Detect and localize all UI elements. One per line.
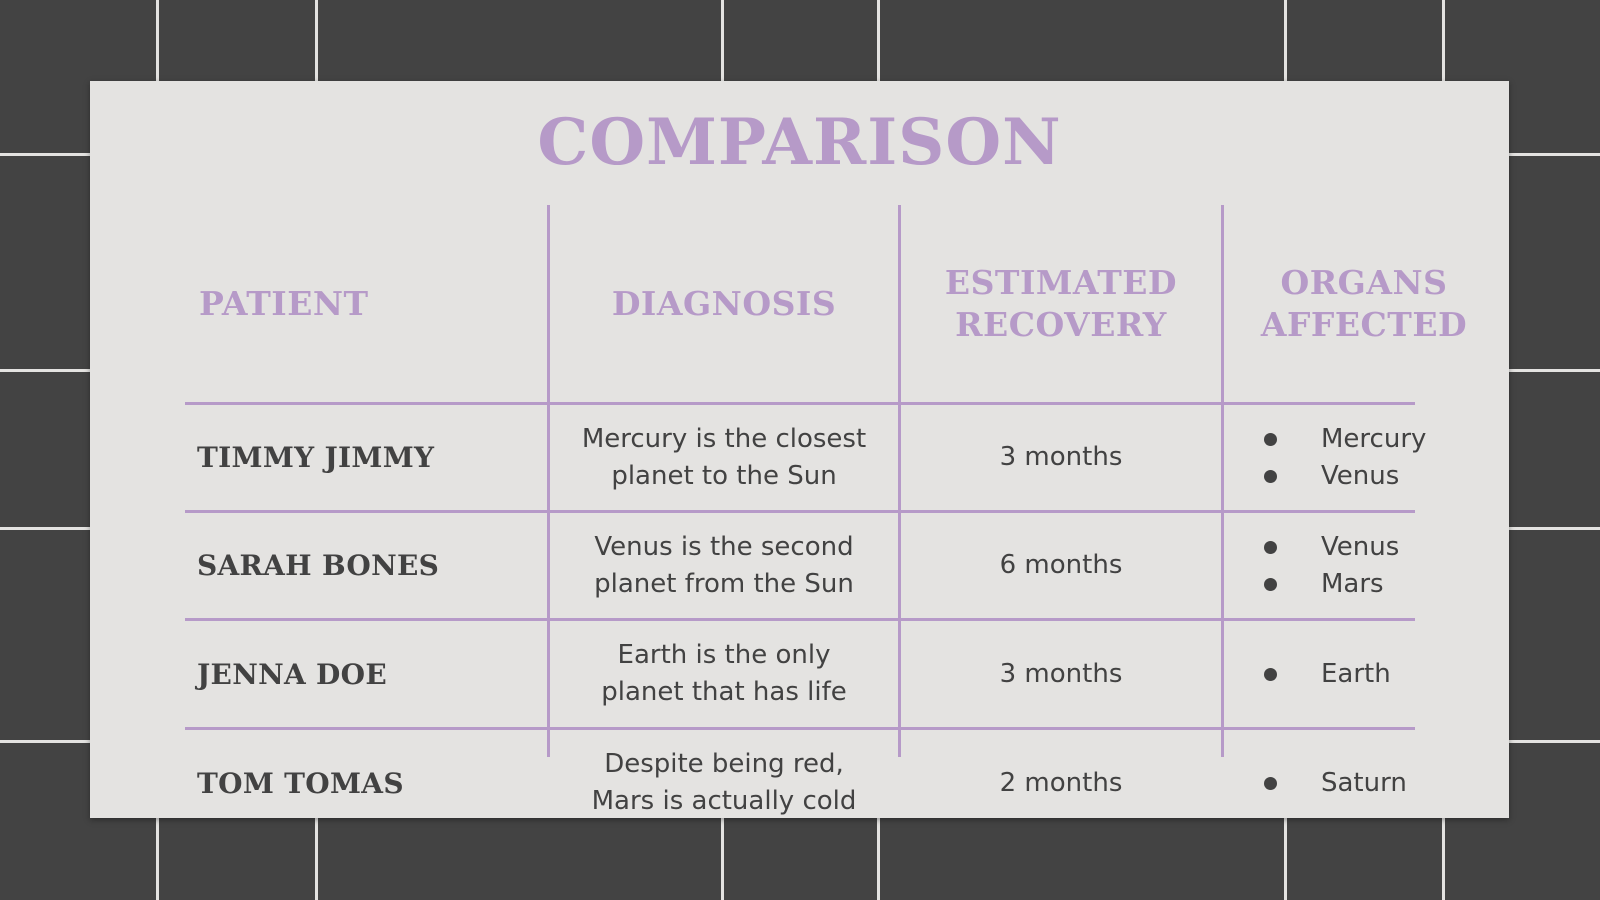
organ-item: Mercury [1224,421,1426,458]
organs-list: Earth [1224,621,1504,727]
organ-item: Saturn [1224,765,1407,802]
diagnosis-text: Earth is the only planet that has life [601,640,847,707]
bullet-icon [1264,540,1277,554]
patient-name: TOM TOMAS [197,766,404,800]
bullet-icon [1264,469,1277,483]
organs-list: Venus Mars [1224,513,1504,618]
organ-label: Earth [1321,658,1391,689]
diagnosis-text: Despite being red, Mars is actually cold [591,749,857,816]
recovery-time: 6 months [999,550,1123,580]
organ-label: Venus [1321,531,1400,562]
slide-card: COMPARISON PATIENT DIAGNOSIS ESTIMATED R… [90,81,1509,818]
bullet-icon [1264,667,1277,681]
header-estimated-recovery: ESTIMATED RECOVERY [944,262,1178,344]
slide-title: COMPARISON [537,105,1062,180]
header-organs-affected: ORGANS AFFECTED [1260,262,1468,344]
diagnosis-text: Venus is the second planet from the Sun [594,531,854,599]
row-divider [185,402,1415,405]
patient-name: JENNA DOE [197,657,387,691]
organ-label: Saturn [1321,767,1407,798]
patient-name: SARAH BONES [197,549,440,582]
organs-list: Saturn [1224,730,1504,836]
organ-item: Venus [1224,458,1426,495]
column-divider [547,205,550,757]
row-divider [185,510,1415,513]
organ-item: Earth [1224,656,1391,693]
organs-list: Mercury Venus [1224,405,1504,510]
organ-label: Mars [1321,568,1384,599]
patient-name: TIMMY JIMMY [197,441,435,474]
organ-label: Venus [1321,460,1400,491]
diagnosis-text: Mercury is the closest planet to the Sun [581,423,867,491]
column-divider [1221,205,1224,757]
organ-label: Mercury [1321,423,1427,454]
recovery-time: 3 months [999,658,1123,689]
bullet-icon [1264,776,1277,790]
header-diagnosis: DIAGNOSIS [611,283,837,323]
bullet-icon [1264,577,1277,591]
recovery-time: 3 months [999,442,1123,472]
column-divider [898,205,901,757]
bullet-icon [1264,432,1277,446]
row-divider [185,618,1415,621]
organ-item: Venus [1224,529,1399,566]
header-patient: PATIENT [199,283,369,323]
row-divider [185,727,1415,730]
recovery-time: 2 months [999,767,1123,798]
organ-item: Mars [1224,566,1399,603]
